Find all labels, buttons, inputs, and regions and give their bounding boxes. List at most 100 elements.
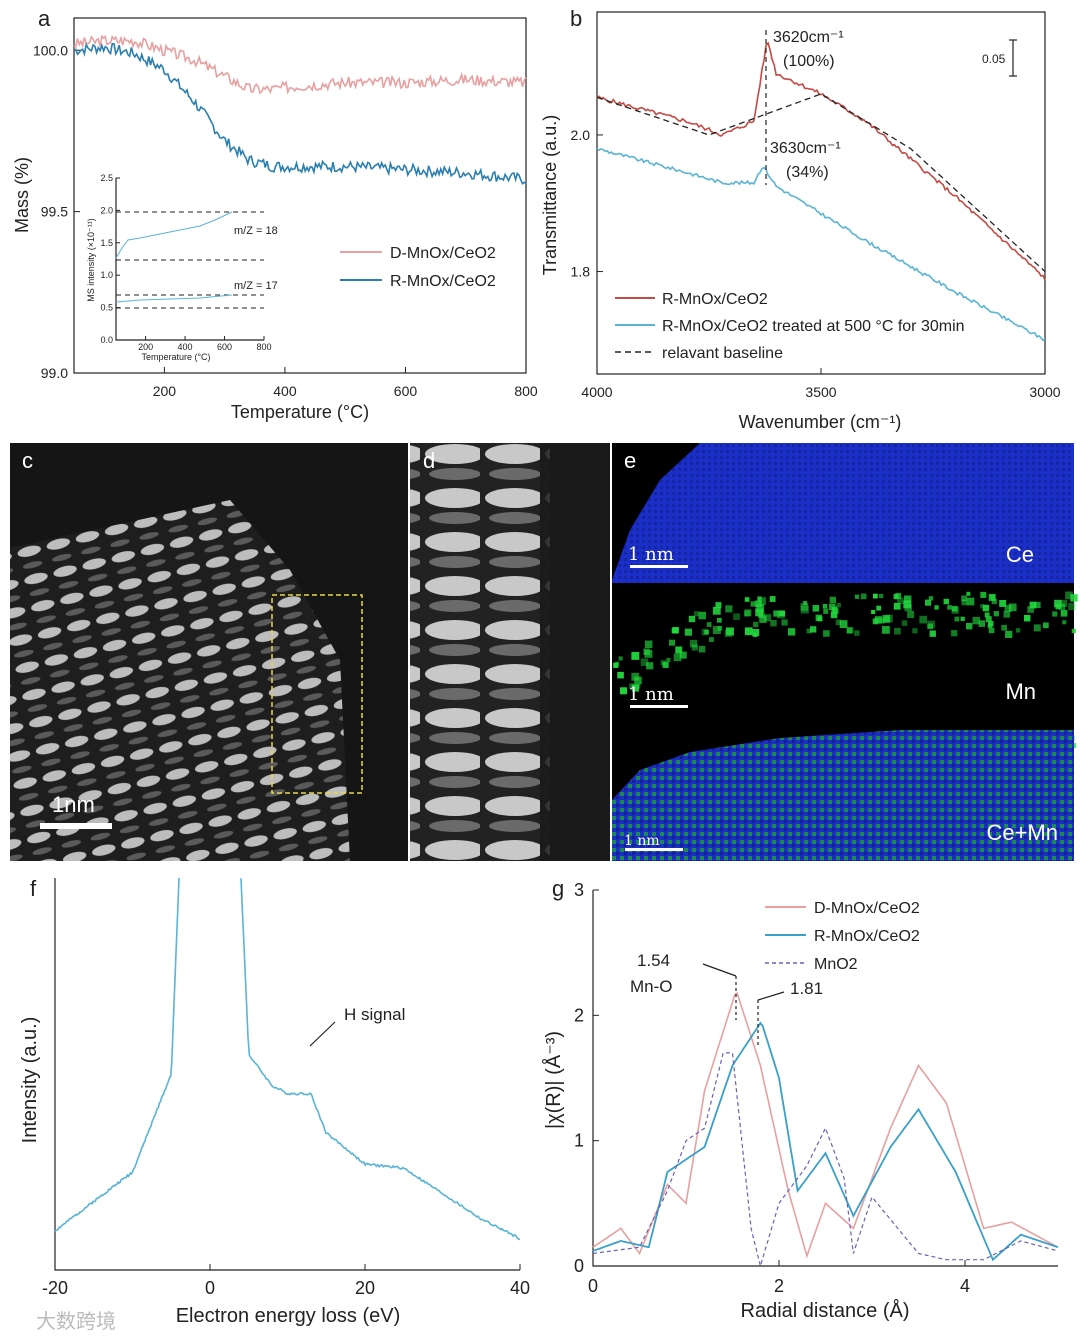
legend-g-d-label: D-MnOx/CeO2 <box>814 900 920 917</box>
g-ytick-label: 3 <box>574 880 584 900</box>
g-xtick-label: 0 <box>588 1276 598 1296</box>
inset-xtick-label: 400 <box>178 342 193 352</box>
legend-b-t-label: R-MnOx/CeO2 treated at 500 °C for 30min <box>662 318 965 335</box>
inset-ytick-label: 1.0 <box>100 270 113 280</box>
panel-g-ylabel: |χ(R)| (Å⁻³) <box>542 1031 565 1129</box>
panel-b-ann1-wn: 3620cm⁻¹ <box>773 29 844 46</box>
panel-f-series <box>54 877 521 1241</box>
h-signal-pointer <box>309 1021 336 1047</box>
panel-c-roi-box <box>271 594 363 794</box>
panel-g-series <box>592 991 1059 1269</box>
panel-b-ann2-wn: 3630cm⁻¹ <box>770 140 841 157</box>
panel-label-e: e <box>624 448 636 473</box>
panel-b-xlabel: Wavenumber (cm⁻¹) <box>739 412 902 432</box>
panel-f-axes <box>54 878 520 1271</box>
series-r-mnox-ftir <box>596 41 1046 281</box>
panel-c-scale-bar <box>40 823 112 829</box>
panel-b-ann2-pct: (34%) <box>786 164 829 181</box>
panel-f-ticks: -20 0 20 40 <box>42 1264 530 1298</box>
panel-b-series <box>596 41 1046 342</box>
a-ytick-label: 100.0 <box>33 42 68 58</box>
series-r-mnox <box>73 42 527 185</box>
panel-e-image: 1 nm 1 nm 1 nm Ce Mn Ce+Mn e <box>612 443 1078 861</box>
b-xtick-label: 4000 <box>581 384 612 400</box>
g-ytick-label: 2 <box>574 1005 584 1025</box>
g-ann-mno: Mn-O <box>630 977 673 996</box>
legend-b-base-label: relavant baseline <box>662 345 783 362</box>
inset-ytick-label: 2.5 <box>100 173 113 183</box>
g-xtick-label: 2 <box>774 1276 784 1296</box>
e-cemn-label: Ce+Mn <box>986 820 1058 845</box>
inset-xlabel: Temperature (°C) <box>141 352 210 362</box>
series-mno2-exafs <box>592 1052 1059 1269</box>
g-ytick-label: 1 <box>574 1131 584 1151</box>
e-ce-scale: 1 nm <box>628 544 674 565</box>
g-ann-154: 1.54 <box>637 951 670 970</box>
panel-a-series <box>73 34 527 185</box>
series-r-mnox-exafs <box>592 1021 1059 1262</box>
series-eels-left <box>54 877 180 1232</box>
f-xtick-label: 0 <box>205 1278 215 1298</box>
b-xtick-label: 3500 <box>805 384 836 400</box>
a-xtick-label: 400 <box>273 383 297 399</box>
panel-b-ticks: 4000 3500 3000 1.8 2.0 <box>571 127 1061 400</box>
e-mn-label: Mn <box>1005 679 1036 704</box>
inset-curve-18 <box>115 211 233 259</box>
series-d-mnox-exafs <box>592 991 1059 1259</box>
a-ytick-label: 99.0 <box>41 365 68 381</box>
e-mn-scale: 1 nm <box>628 684 674 705</box>
inset-ytick-label: 1.5 <box>100 238 113 248</box>
g-ytick-label: 0 <box>574 1256 584 1276</box>
g-ann-181: 1.81 <box>790 979 823 998</box>
inset-label-17: m/Z = 17 <box>234 280 278 292</box>
legend-g-m-label: MnO2 <box>814 956 858 973</box>
legend-a-r-label: R-MnOx/CeO2 <box>390 273 496 290</box>
inset-label-18: m/Z = 18 <box>234 225 278 237</box>
inset-ytick-label: 0.0 <box>100 335 113 345</box>
b-xtick-label: 3000 <box>1029 384 1060 400</box>
panel-f-xlabel: Electron energy loss (eV) <box>176 1305 401 1327</box>
panel-label-a: a <box>38 6 51 31</box>
panel-label-f: f <box>30 876 37 901</box>
e-cemn-scale: 1 nm <box>624 833 660 849</box>
g-pointer-181 <box>757 991 785 1001</box>
series-treated-ftir <box>596 147 1046 342</box>
panel-label-d: d <box>423 448 435 473</box>
inset-xtick-label: 800 <box>256 342 271 352</box>
a-xtick-label: 600 <box>394 383 418 399</box>
f-xtick-label: 40 <box>510 1278 530 1298</box>
f-xtick-label: 20 <box>355 1278 375 1298</box>
watermark: 大数跨境 <box>36 1309 116 1333</box>
h-signal-label: H signal <box>344 1005 405 1024</box>
panel-b-ann1-pct: (100%) <box>783 53 835 70</box>
series-baseline <box>596 93 1046 272</box>
series-d-mnox <box>73 34 527 95</box>
panel-a-ticks: 200 400 600 800 99.0 99.5 100.0 <box>33 42 538 399</box>
inset-curve-17 <box>115 294 233 303</box>
a-xtick-label: 800 <box>514 383 538 399</box>
e-ce-label: Ce <box>1006 542 1034 567</box>
panel-b-ylabel: Transmittance (a.u.) <box>540 115 560 275</box>
panel-f-ylabel: Intensity (a.u.) <box>19 1017 41 1144</box>
b-ytick-label: 2.0 <box>571 127 591 143</box>
g-xtick-label: 4 <box>960 1276 970 1296</box>
legend-b-r-label: R-MnOx/CeO2 <box>662 291 768 308</box>
a-xtick-label: 200 <box>153 383 177 399</box>
inset-ylabel: MS intensity (×10⁻¹¹) <box>86 218 96 302</box>
legend-g-r-label: R-MnOx/CeO2 <box>814 928 920 945</box>
panel-c-image: 1nm c <box>10 443 408 861</box>
f-xtick-label: -20 <box>42 1278 68 1298</box>
panel-a-ylabel: Mass (%) <box>12 157 32 233</box>
g-pointer-154 <box>702 963 737 977</box>
panel-g-xlabel: Radial distance (Å) <box>741 1299 910 1322</box>
b-ytick-label: 1.8 <box>571 264 591 280</box>
panel-a-xlabel: Temperature (°C) <box>231 402 369 422</box>
panel-label-b: b <box>570 6 582 31</box>
panel-a-frame <box>73 17 527 374</box>
inset-ytick-label: 2.0 <box>100 205 113 215</box>
panel-label-c: c <box>22 448 33 473</box>
panel-g-ticks: 0 2 4 0 1 2 3 <box>574 880 970 1296</box>
legend-a-d-label: D-MnOx/CeO2 <box>390 245 496 262</box>
